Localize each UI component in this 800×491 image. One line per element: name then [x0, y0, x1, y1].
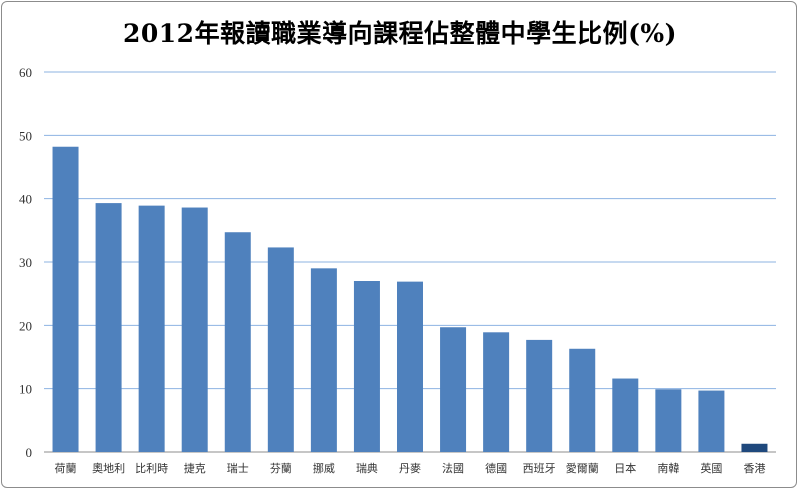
bar	[267, 247, 294, 452]
x-tick-label: 德國	[485, 461, 507, 475]
y-tick-label: 30	[19, 255, 32, 270]
bar	[698, 390, 725, 452]
bar	[353, 281, 380, 452]
x-tick-label: 法國	[442, 461, 464, 475]
bars	[52, 146, 768, 452]
x-tick-label: 愛爾蘭	[566, 462, 599, 475]
bar	[310, 268, 337, 452]
y-tick-label: 50	[19, 128, 32, 143]
bar	[655, 389, 682, 452]
bar	[612, 378, 639, 452]
x-tick-label: 日本	[614, 461, 636, 475]
x-tick-label: 丹麥	[399, 462, 421, 475]
x-tick-label: 芬蘭	[270, 462, 292, 475]
x-tick-label: 瑞典	[356, 461, 378, 475]
y-tick-label: 0	[26, 445, 33, 460]
bar	[138, 205, 165, 452]
y-tick-label: 60	[19, 65, 32, 80]
x-tick-label: 西班牙	[523, 462, 556, 475]
x-tick-label: 英國	[700, 461, 722, 475]
bar	[181, 207, 208, 452]
x-tick-label: 挪威	[313, 461, 335, 475]
bar	[224, 232, 251, 452]
x-axis-labels: 荷蘭 奧地利 比利時 捷克 瑞士 芬蘭 挪威 瑞典 丹麥 法國 德國 西班牙 愛爾蘭 日本 南韓 英國 香港	[55, 461, 766, 475]
x-tick-label: 瑞士	[227, 461, 249, 475]
bar	[741, 443, 768, 452]
chart-title: 2012年報讀職業導向課程佔整體中學生比例(%)	[123, 19, 677, 48]
bar	[52, 146, 79, 452]
y-tick-label: 20	[19, 318, 32, 333]
bar	[440, 327, 467, 452]
x-tick-label: 捷克	[184, 461, 206, 475]
bar	[526, 339, 553, 452]
bar	[95, 203, 122, 452]
x-tick-label: 奧地利	[92, 462, 125, 475]
bar	[483, 332, 510, 452]
y-tick-label: 10	[19, 382, 32, 397]
x-tick-label: 香港	[743, 462, 765, 475]
x-tick-label: 荷蘭	[55, 462, 77, 475]
x-tick-label: 南韓	[657, 462, 679, 475]
bar	[569, 348, 596, 452]
x-tick-label: 比利時	[135, 462, 168, 475]
y-axis-ticks: 0 10 20 30 40 50 60	[19, 65, 32, 460]
y-tick-label: 40	[19, 192, 32, 207]
bar	[397, 281, 423, 452]
